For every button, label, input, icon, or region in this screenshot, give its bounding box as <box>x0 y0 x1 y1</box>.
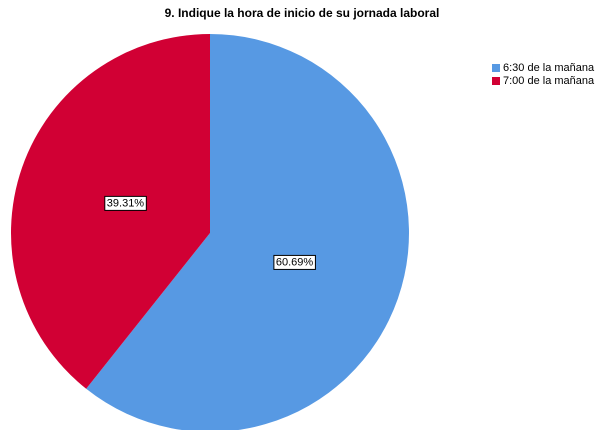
data-label: 60.69% <box>276 256 314 268</box>
chart-title: 9. Indique la hora de inicio de su jorna… <box>165 6 440 20</box>
data-label: 39.31% <box>107 197 145 209</box>
pie-slice <box>86 34 409 430</box>
data-label-box <box>273 254 316 270</box>
legend-label: 6:30 de la mañana <box>503 62 595 74</box>
legend-swatch <box>492 77 500 85</box>
legend-label: 7:00 de la mañana <box>503 75 595 87</box>
data-label-box <box>104 195 147 211</box>
pie-slice <box>10 34 210 389</box>
legend-swatch <box>492 64 500 72</box>
